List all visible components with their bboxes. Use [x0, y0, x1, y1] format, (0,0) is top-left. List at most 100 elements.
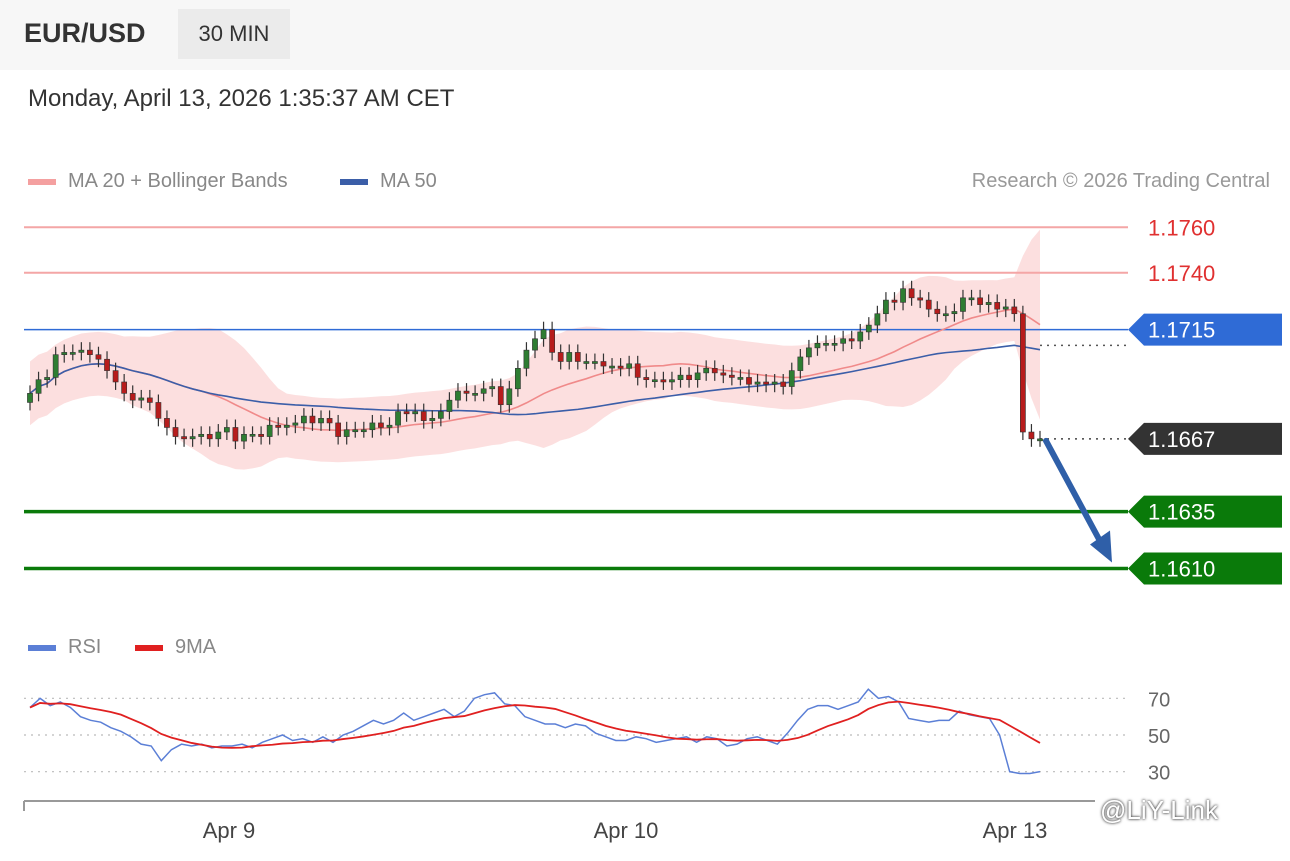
candle-body — [480, 388, 487, 394]
legend-ma50-label: MA 50 — [380, 170, 437, 192]
legend-ma20: MA 20 + Bollinger Bands — [28, 170, 288, 193]
candle-body — [206, 433, 213, 440]
candle-body — [609, 365, 615, 369]
candle-body — [951, 311, 958, 315]
candle-body — [69, 352, 76, 355]
candle-body — [181, 436, 187, 440]
candle-body — [763, 381, 769, 385]
candle-body — [788, 370, 795, 387]
candle-body — [677, 374, 684, 381]
candle-body — [703, 368, 710, 374]
ma50-line — [29, 344, 1041, 416]
candle-body — [968, 297, 975, 301]
candle-body — [814, 343, 821, 349]
candle-body — [318, 418, 324, 424]
candle-body — [429, 418, 436, 421]
symbol-title: EUR/USD — [24, 18, 146, 48]
forecast-arrow — [1043, 437, 1107, 552]
candle-body — [617, 365, 624, 369]
support-tag — [1128, 495, 1282, 528]
candle-body — [865, 324, 872, 333]
candle-body — [728, 374, 735, 378]
candle-body — [771, 381, 778, 385]
candle-body — [326, 418, 333, 424]
legend-ma50: MA 50 — [340, 170, 437, 193]
candle-body — [386, 424, 393, 428]
candle-body — [634, 363, 641, 378]
candle-body — [95, 354, 102, 360]
candle-body — [1011, 306, 1018, 315]
candle-body — [275, 424, 282, 428]
candle-body — [472, 393, 478, 396]
candle-body — [121, 381, 128, 394]
candle-body — [934, 308, 941, 315]
candle-body — [806, 347, 812, 358]
candle-body — [694, 372, 701, 381]
candle-body — [857, 331, 864, 342]
candle-body — [592, 361, 598, 364]
candle-body — [754, 381, 761, 385]
x-tick-label: Apr 9 — [203, 818, 256, 843]
candle-body — [797, 356, 804, 371]
candle-body — [831, 343, 838, 346]
last-price-tag — [1128, 422, 1282, 455]
candle-body — [523, 349, 530, 369]
candle-body — [874, 313, 881, 326]
candle-body — [1037, 438, 1043, 442]
copyright-label: Research © 2026 Trading Central — [971, 170, 1270, 192]
candle-body — [737, 377, 744, 380]
forecast-arrow-head — [1090, 530, 1112, 563]
candle-body — [917, 297, 924, 301]
candle-body — [283, 424, 290, 428]
candle-body — [900, 288, 906, 303]
rsi-level-label: 30 — [1148, 763, 1170, 785]
candle-body — [223, 427, 230, 433]
candle-body — [215, 431, 222, 440]
last-price-label: 1.1667 — [1148, 427, 1215, 452]
candle-body — [412, 411, 419, 415]
candle-body — [497, 386, 504, 406]
candle-body — [266, 424, 273, 437]
pivot-label: 1.1715 — [1148, 318, 1215, 343]
candle-body — [35, 379, 42, 394]
candle-body — [446, 399, 453, 412]
candle-body — [27, 393, 33, 403]
candle-body — [891, 299, 898, 303]
candle-body — [848, 338, 855, 342]
candle-body — [104, 358, 110, 371]
candle-body — [583, 361, 590, 364]
candle-body — [532, 338, 538, 351]
bollinger-band — [30, 229, 1040, 470]
candle-body — [557, 352, 564, 362]
ma20-swatch — [28, 178, 56, 185]
candle-body — [651, 379, 658, 383]
candle-body — [378, 422, 384, 428]
support-label: 1.1610 — [1148, 557, 1215, 582]
candle-body — [720, 372, 727, 376]
timeframe-button[interactable]: 30 MIN — [178, 9, 290, 59]
x-tick-label: Apr 13 — [983, 818, 1048, 843]
candle-body — [369, 422, 376, 431]
legend-ma20-label: MA 20 + Bollinger Bands — [68, 170, 288, 192]
candle-body — [549, 329, 555, 353]
candle-body — [395, 411, 401, 426]
candle-body — [780, 381, 787, 387]
candle-body — [925, 299, 932, 310]
candle-body — [746, 377, 752, 385]
candle-body — [1028, 431, 1035, 440]
header-bar: EUR/USD 30 MIN — [0, 0, 1290, 70]
candle-body — [52, 354, 59, 378]
candle-body — [506, 388, 513, 406]
candle-body — [540, 329, 547, 340]
resistance-label: 1.1740 — [1148, 261, 1215, 286]
candle-body — [566, 352, 573, 362]
x-tick-label: Apr 10 — [594, 818, 659, 843]
candle-body — [1020, 313, 1026, 433]
candle-body — [138, 397, 145, 401]
candle-body — [960, 297, 966, 312]
candle-body — [44, 377, 50, 381]
rsi-level-label: 50 — [1148, 726, 1170, 748]
candle-body — [87, 349, 93, 355]
candle-body — [977, 297, 983, 305]
